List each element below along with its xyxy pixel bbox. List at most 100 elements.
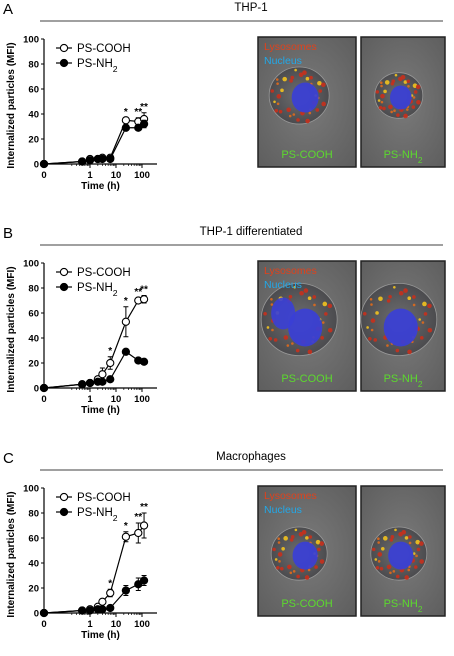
lysosome-spot [403,288,408,293]
lysosome-spot [383,536,388,541]
lysosome-spot [404,575,410,580]
significance-marker: ** [140,285,148,296]
lysosome-spot [298,72,304,78]
legend-label: PS-NH2 [77,507,118,523]
micrograph-cooh: Lysosomes Nucleus PS-COOH [257,485,357,617]
data-point [134,528,143,538]
lysosome-spot [315,539,321,545]
micrograph-nh2: PS-NH2 [360,260,446,392]
legend-marker [59,492,69,502]
lysosome-spot [278,560,281,563]
data-point [121,123,131,132]
lysosome-spot [394,528,397,532]
lysosome-spot [388,294,392,299]
lysosome-spot [294,528,298,532]
lysosome-spot [304,575,310,580]
lysosome-spot [415,554,418,558]
lysosome-spot [276,82,279,85]
panel-b: B THP-1 differentiated 0 20 40 60 80 100 0 1 10 100… [3,225,446,416]
x-tick-label: 10 [111,170,122,181]
lysosome-spot [283,536,288,541]
lysosome-spot [407,296,412,301]
lysosome-spot [403,80,408,84]
y-tick-label: 100 [23,35,39,46]
y-tick-label: 0 [34,384,39,395]
lysosome-spot [377,537,380,541]
y-tick-label: 0 [34,160,39,171]
lysosome-spot [281,547,285,551]
data-point [78,157,87,166]
lysosome-spot [404,536,409,540]
lysosome-spot [380,93,385,99]
lysosome-spot [390,110,393,114]
lysosome-spot [313,303,316,307]
channel-label-lysosomes: Lysosomes [264,41,317,53]
x-tick-label: 0 [41,619,46,630]
micrograph-label: PS-COOH [281,373,332,385]
subscript: 2 [113,64,118,74]
lysosome-spot [401,530,407,535]
data-point [121,532,131,541]
lysosome-spot [305,76,310,81]
significance-marker: ** [134,512,142,523]
data-point [98,605,107,614]
legend-marker [59,43,69,53]
lysosome-spot [406,108,409,111]
lysosome-spot [423,312,428,316]
lysosome-spot [319,559,325,564]
lysosome-spot [392,570,396,573]
data-point [98,377,107,386]
y-tick-label: 20 [28,135,39,146]
lysosome-spot [389,571,392,575]
data-point [39,608,49,618]
x-tick-label: 1 [87,394,93,405]
lysosome-spot [415,539,420,545]
lysosome-spot [324,312,328,316]
panel-c: C Macrophages 0 20 40 60 80 100 0 1 10 100 Time (h) I… [3,450,446,641]
data-point [139,521,149,530]
lysosome-spot [282,76,287,82]
data-point [98,370,107,379]
data-point [98,597,107,606]
legend-label: PS-NH2 [77,282,118,298]
lysosome-spot [270,89,275,93]
y-tick-label: 80 [28,509,39,520]
y-tick-label: 100 [23,484,39,495]
lysosome-spot [287,564,292,570]
subscript: 2 [418,605,423,614]
lysosome-spot [390,535,395,539]
significance-marker: ** [134,287,142,298]
lysosome-spot [406,79,411,84]
channel-label-nucleus: Nucleus [264,55,302,67]
y-tick-label: 60 [28,534,39,545]
lysosome-spot [276,565,280,570]
plot-area: 0 20 40 60 80 100 0 1 10 100 Time (h) Internalized … [6,484,157,641]
nucleus [271,297,296,330]
lysosome-spot [303,288,309,293]
lysosome-spot [294,68,297,72]
lysosome-spot [322,301,328,307]
x-tick-label: 10 [111,394,122,405]
lysosome-spot [413,90,418,94]
lysosome-spot [418,318,422,321]
lysosome-spot [408,535,412,539]
lysosome-spot [321,101,326,107]
nucleus [390,85,412,110]
data-point [39,159,49,169]
lysosome-spot [275,78,279,81]
lysosome-spot [377,541,380,544]
lysosome-spot [416,99,421,105]
lysosome-spot [263,311,267,316]
lysosome-spot [386,299,391,303]
legend-marker [59,267,69,277]
lysosome-spot [362,311,367,316]
lysosome-spot [277,552,283,557]
lysosome-spot [375,311,379,315]
lysosome-spot [411,105,416,109]
lysosome-spot [427,303,432,309]
lysosome-spot [308,111,312,115]
legend: PS-COOH PS-NH2 [56,267,131,298]
legend: PS-COOH PS-NH2 [56,43,131,74]
nucleus [388,541,414,570]
x-tick-label: 10 [111,619,122,630]
